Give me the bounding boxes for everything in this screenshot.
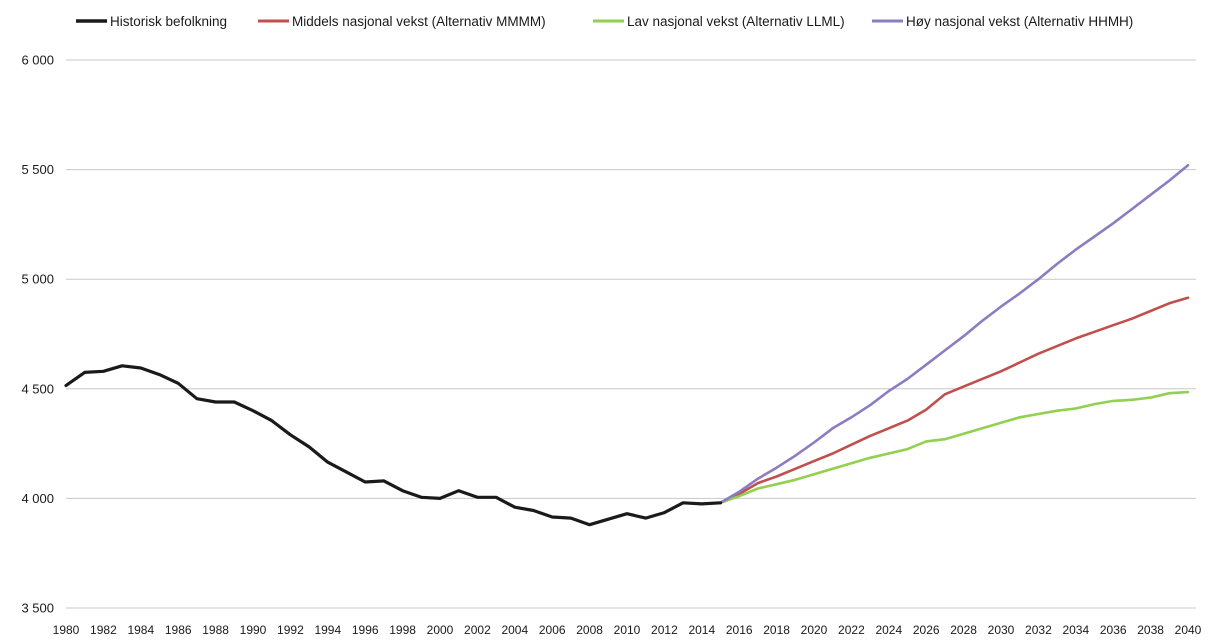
gridlines [66,59,1196,609]
x-tick-label-2032: 2032 [1025,623,1052,637]
legend-label-lav-nasjonal-vekst-alternativ-llml: Lav nasjonal vekst (Alternativ LLML) [627,14,845,29]
x-tick-label-2034: 2034 [1062,623,1089,637]
x-tick-label-2024: 2024 [875,623,902,637]
x-tick-label-2026: 2026 [913,623,940,637]
y-axis-tick-labels: 3 500 4 000 4 500 5 000 5 500 6 000 [21,53,54,616]
x-tick-label-2030: 2030 [988,623,1015,637]
series-line-middels-nasjonal-vekst-alternativ-mmmm [719,296,1190,505]
x-tick-label-1992: 1992 [277,623,304,637]
x-tick-label-2008: 2008 [576,623,603,637]
x-tick-label-2002: 2002 [464,623,491,637]
y-tick-label-3500: 3 500 [21,601,54,616]
x-tick-label-1980: 1980 [53,623,80,637]
x-tick-label-2040: 2040 [1175,623,1202,637]
y-tick-label-5000: 5 000 [21,272,54,287]
x-tick-label-1996: 1996 [352,623,379,637]
x-tick-label-2016: 2016 [726,623,753,637]
y-tick-label-5500: 5 500 [21,162,54,177]
x-tick-label-1998: 1998 [389,623,416,637]
x-tick-label-2010: 2010 [614,623,641,637]
y-tick-label-6000: 6 000 [21,53,54,68]
x-tick-label-1988: 1988 [202,623,229,637]
x-tick-label-2018: 2018 [763,623,790,637]
legend-label-historisk-befolkning: Historisk befolkning [110,14,227,29]
x-tick-label-2000: 2000 [427,623,454,637]
x-tick-label-2012: 2012 [651,623,678,637]
x-tick-label-2022: 2022 [838,623,865,637]
y-tick-label-4000: 4 000 [21,491,54,506]
x-tick-label-2028: 2028 [950,623,977,637]
x-tick-label-2004: 2004 [501,623,528,637]
series-line-h-y-nasjonal-vekst-alternativ-hhmh [719,163,1190,505]
x-tick-label-1990: 1990 [240,623,267,637]
x-tick-label-1986: 1986 [165,623,192,637]
y-tick-label-4500: 4 500 [21,381,54,396]
series-line-lav-nasjonal-vekst-alternativ-llml [719,390,1190,505]
x-tick-label-1994: 1994 [314,623,341,637]
x-tick-label-2036: 2036 [1100,623,1127,637]
x-tick-label-2020: 2020 [801,623,828,637]
x-tick-label-2038: 2038 [1137,623,1164,637]
series-line-historisk-befolkning [64,364,723,527]
x-tick-label-1982: 1982 [90,623,117,637]
series-lines [64,163,1190,527]
legend-label-middels-nasjonal-vekst-alternativ-mmmm: Middels nasjonal vekst (Alternativ MMMM) [292,14,546,29]
x-tick-label-2006: 2006 [539,623,566,637]
x-tick-label-2014: 2014 [688,623,715,637]
x-tick-label-1984: 1984 [127,623,154,637]
legend-label-h-y-nasjonal-vekst-alternativ-hhmh: Høy nasjonal vekst (Alternativ HHMH) [906,14,1133,29]
legend: Historisk befolkning Middels nasjonal vek… [76,14,1133,29]
x-axis-tick-labels: 1980 1982 1984 1986 1988 1990 1992 1994 1996 1998… [53,623,1202,637]
